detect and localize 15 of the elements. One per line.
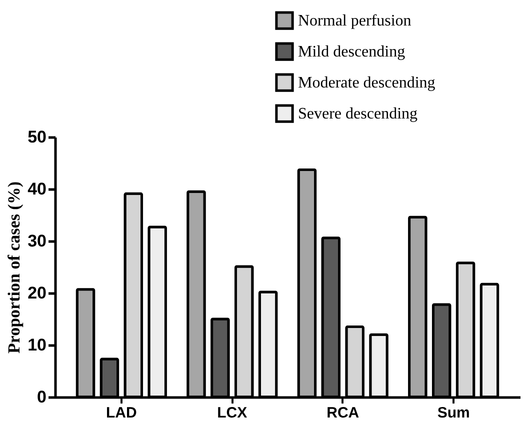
x-tick-label: LCX: [217, 404, 248, 422]
legend-label: Severe descending: [298, 106, 418, 122]
y-tick-label: 40: [28, 180, 46, 198]
y-tick-label: 30: [28, 232, 46, 250]
y-tick-label: 20: [28, 284, 46, 302]
x-tick-label: RCA: [326, 404, 360, 422]
y-tick-label: 10: [28, 336, 46, 354]
x-tick-label: Sum: [437, 404, 470, 422]
legend-label: Moderate descending: [298, 74, 436, 92]
legend-label: Mild descending: [298, 44, 406, 60]
y-tick-label: 50: [28, 128, 46, 146]
x-tick-label: LAD: [106, 404, 138, 422]
y-axis-title: Proportion of cases (%): [4, 181, 24, 354]
y-tick-label: 0: [37, 388, 46, 406]
legend-label: Normal perfusion: [298, 12, 412, 30]
